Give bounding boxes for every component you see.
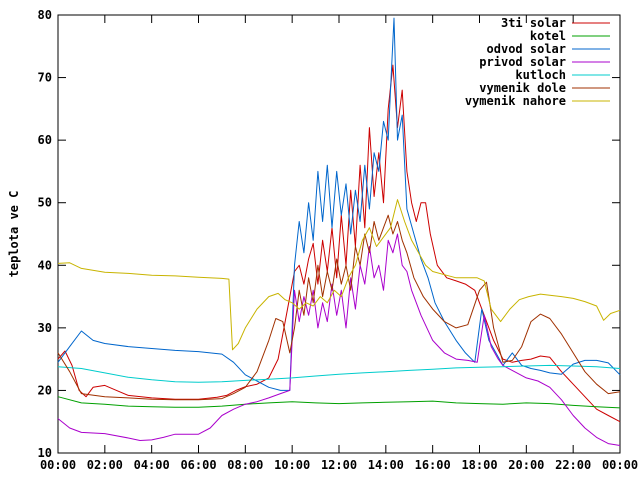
- series-line-privod-solar: [57, 233, 621, 446]
- legend-label: vymenik nahore: [465, 94, 566, 108]
- series-lines: [57, 17, 621, 446]
- legend-label: kotel: [530, 29, 566, 43]
- y-tick-label: 80: [38, 8, 52, 22]
- series-line-3ti-solar: [57, 64, 621, 423]
- y-tick-label: 50: [38, 196, 52, 210]
- y-tick-label: 10: [38, 446, 52, 460]
- y-tick-label: 70: [38, 71, 52, 85]
- y-tick-label: 40: [38, 258, 52, 272]
- x-tick-label: 16:00: [415, 458, 451, 472]
- series-line-vymenik-dole: [57, 214, 621, 401]
- x-tick-label: 10:00: [274, 458, 310, 472]
- legend-label: vymenik dole: [479, 81, 566, 95]
- y-axis-label: teplota ve C: [7, 191, 21, 278]
- y-tick-label: 30: [38, 321, 52, 335]
- y-tick-label: 20: [38, 383, 52, 397]
- legend-label: 3ti solar: [501, 16, 566, 30]
- series-line-vymenik-nahore: [57, 199, 621, 351]
- x-tick-label: 02:00: [87, 458, 123, 472]
- legend-label: kutloch: [515, 68, 566, 82]
- x-tick-label: 18:00: [461, 458, 497, 472]
- series-line-kotel: [57, 396, 621, 409]
- x-axis-ticks: 00:00 02:00 04:00 06:00 08:00 10:00 12:00 14:00…: [40, 15, 638, 472]
- x-tick-label: 20:00: [508, 458, 544, 472]
- x-tick-label: 14:00: [368, 458, 404, 472]
- x-tick-label: 22:00: [555, 458, 591, 472]
- x-tick-label: 06:00: [180, 458, 216, 472]
- series-line-kutloch: [57, 364, 621, 383]
- y-tick-label: 60: [38, 133, 52, 147]
- x-tick-label: 04:00: [134, 458, 170, 472]
- legend-label: privod solar: [479, 55, 566, 69]
- x-tick-label: 00:00: [602, 458, 638, 472]
- x-tick-label: 08:00: [227, 458, 263, 472]
- x-tick-label: 12:00: [321, 458, 357, 472]
- legend-label: odvod solar: [487, 42, 566, 56]
- x-tick-label: 00:00: [40, 458, 76, 472]
- y-axis-ticks: 10 20 30 40 50 60 70 80: [38, 8, 620, 460]
